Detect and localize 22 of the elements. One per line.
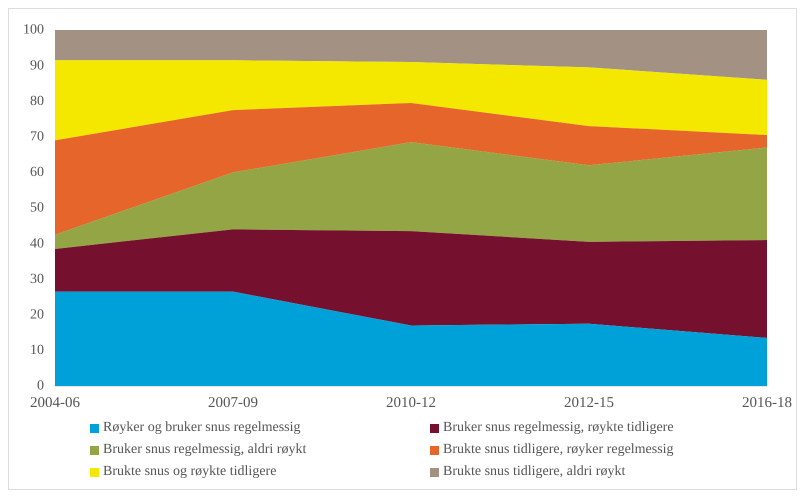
y-tick-label: 20 xyxy=(30,307,44,322)
legend-label: Brukte snus tidligere, aldri røykt xyxy=(443,464,626,480)
y-tick-label: 80 xyxy=(30,94,44,109)
legend-label: Brukte snus og røykte tidligere xyxy=(103,464,276,480)
x-tick-label: 2010-12 xyxy=(386,394,436,411)
x-tick-label: 2004-06 xyxy=(30,394,80,411)
legend-label: Røyker og bruker snus regelmessig xyxy=(103,420,301,436)
legend-label: Bruker snus regelmessig, aldri røykt xyxy=(103,442,306,458)
legend-label: Bruker snus regelmessig, røykte tidligere xyxy=(443,420,674,436)
x-tick-label: 2007-09 xyxy=(208,394,258,411)
y-tick-label: 30 xyxy=(30,272,44,287)
x-tick-label: 2016-18 xyxy=(742,394,792,411)
y-tick-label: 40 xyxy=(30,236,44,252)
y-tick-label: 0 xyxy=(37,378,44,394)
x-tick-label: 2012-15 xyxy=(564,394,614,411)
y-tick-label: 50 xyxy=(30,200,44,216)
y-tick-label: 70 xyxy=(30,129,44,144)
y-tick-label: 10 xyxy=(30,343,44,358)
y-tick-label: 90 xyxy=(30,58,44,74)
legend-label: Brukte snus tidligere, røyker regelmessig xyxy=(443,442,674,458)
y-tick-label: 60 xyxy=(30,165,44,180)
y-tick-label: 100 xyxy=(23,22,44,38)
